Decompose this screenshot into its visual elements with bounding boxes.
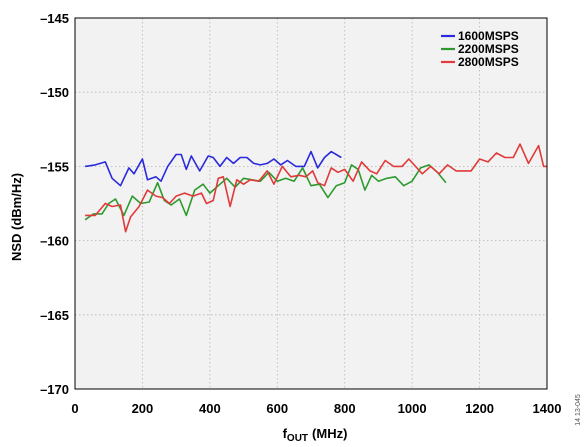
x-axis-title-main: f <box>283 426 288 441</box>
x-tick-label: 600 <box>266 401 288 416</box>
data-series <box>84 143 547 233</box>
x-tick-label: 1200 <box>465 401 494 416</box>
x-tick-label: 400 <box>199 401 221 416</box>
x-axis-tick-labels: 0 200 400 600 800 1000 1200 1400 <box>71 401 561 416</box>
y-tick-label: –145 <box>40 11 69 26</box>
y-tick-label: –155 <box>40 159 69 174</box>
series-line-2200msps <box>84 164 447 221</box>
x-tick-label: 0 <box>71 401 78 416</box>
legend-label: 1600MSPS <box>458 29 519 43</box>
series-line-2800msps <box>85 143 547 233</box>
x-tick-label: 800 <box>334 401 356 416</box>
side-note: 14 13-045 <box>575 394 582 426</box>
x-tick-label: 200 <box>132 401 154 416</box>
x-axis-title-unit: (MHz) <box>312 426 347 441</box>
y-tick-label: –160 <box>40 234 69 249</box>
plot-frame <box>74 17 548 390</box>
y-axis-tick-labels: –145 –150 –155 –160 –165 –170 <box>40 11 69 397</box>
y-axis-title: NSD (dBm/Hz) <box>9 173 24 261</box>
y-tick-label: –165 <box>40 308 69 323</box>
y-tick-label: –170 <box>40 382 69 397</box>
legend-label: 2800MSPS <box>458 55 519 69</box>
x-axis-title-subscript: OUT <box>287 433 308 444</box>
plot-area <box>75 18 547 389</box>
y-tick-label: –150 <box>40 85 69 100</box>
legend-label: 2200MSPS <box>458 42 519 56</box>
x-tick-label: 1400 <box>533 401 562 416</box>
series-line-1600msps <box>84 150 342 187</box>
x-axis-title: fOUT (MHz) <box>283 426 348 444</box>
x-tick-label: 1000 <box>398 401 427 416</box>
grid-lines <box>75 18 547 389</box>
